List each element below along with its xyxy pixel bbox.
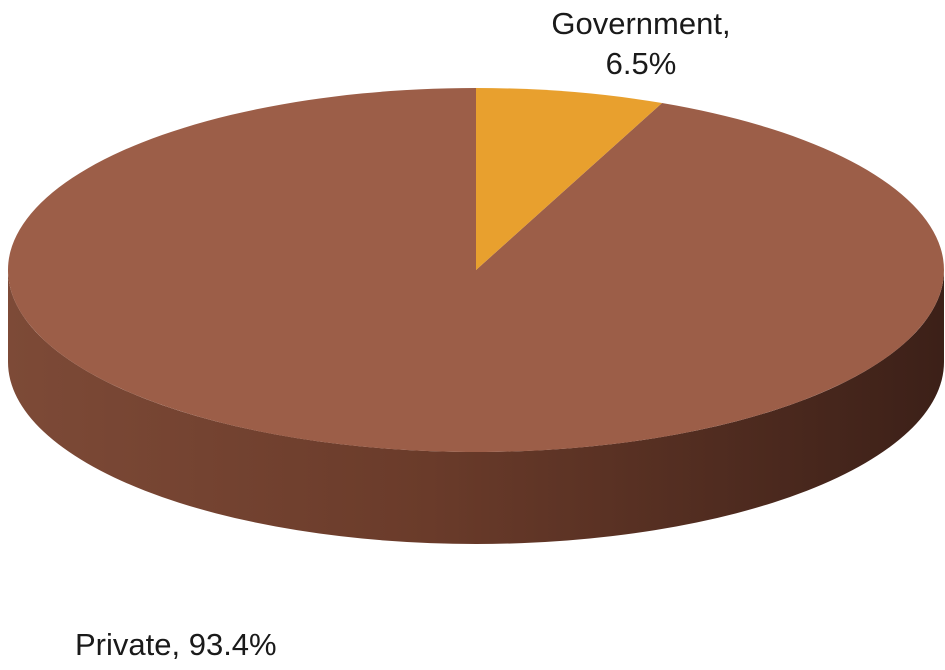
data-label-government-line1: Government, <box>551 6 731 41</box>
data-label-private: Private, 93.4% <box>75 627 277 662</box>
pie-side-wall <box>8 270 944 544</box>
data-label-government: Government, 6.5% <box>541 4 741 84</box>
pie-slice-government <box>476 88 663 270</box>
pie-slice-private <box>7 88 944 452</box>
data-label-government-line2: 6.5% <box>605 46 677 81</box>
